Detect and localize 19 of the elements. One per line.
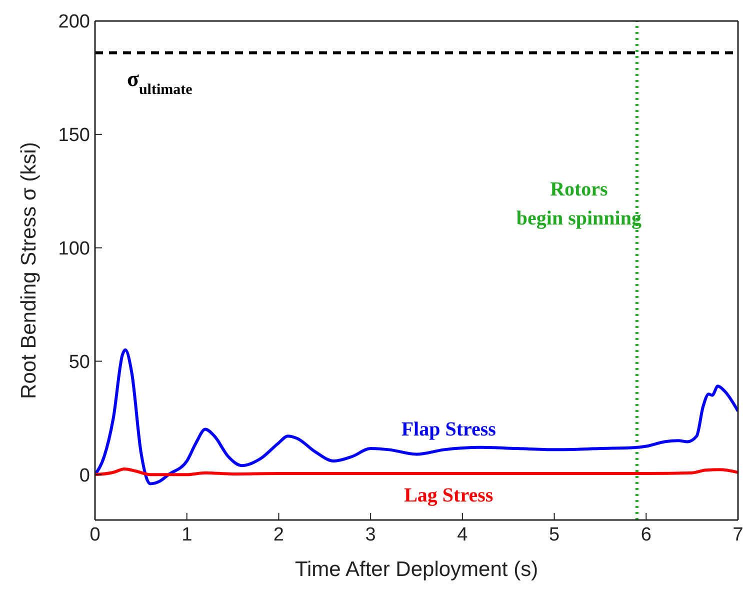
x-tick-label: 2 [273, 524, 284, 546]
y-tick-label: 50 [68, 352, 90, 373]
x-tick-label: 3 [365, 524, 376, 546]
x-tick-label: 4 [457, 524, 468, 546]
x-tick-label: 6 [640, 524, 652, 546]
ref-line-label: Rotors begin spinning [516, 178, 642, 230]
line-series [95, 348, 738, 486]
x-tick-label: 7 [732, 524, 743, 546]
y-tick-label: 150 [58, 125, 90, 146]
x-tick-label: 1 [182, 524, 192, 546]
y-axis-title: Root Bending Stress σ (ksi) [17, 142, 40, 399]
series-label: Flap Stress [401, 418, 496, 441]
ref-line-label: σ$_{ultimate}$ [127, 66, 193, 98]
x-tick-label: 5 [548, 524, 560, 546]
series-label: Lag Stress [404, 484, 494, 506]
y-tick-label: 0 [79, 465, 90, 486]
x-axis-title: Time After Deployment (s) [294, 558, 538, 581]
y-tick-label: 100 [58, 238, 90, 260]
y-tick-label: 200 [58, 12, 90, 33]
